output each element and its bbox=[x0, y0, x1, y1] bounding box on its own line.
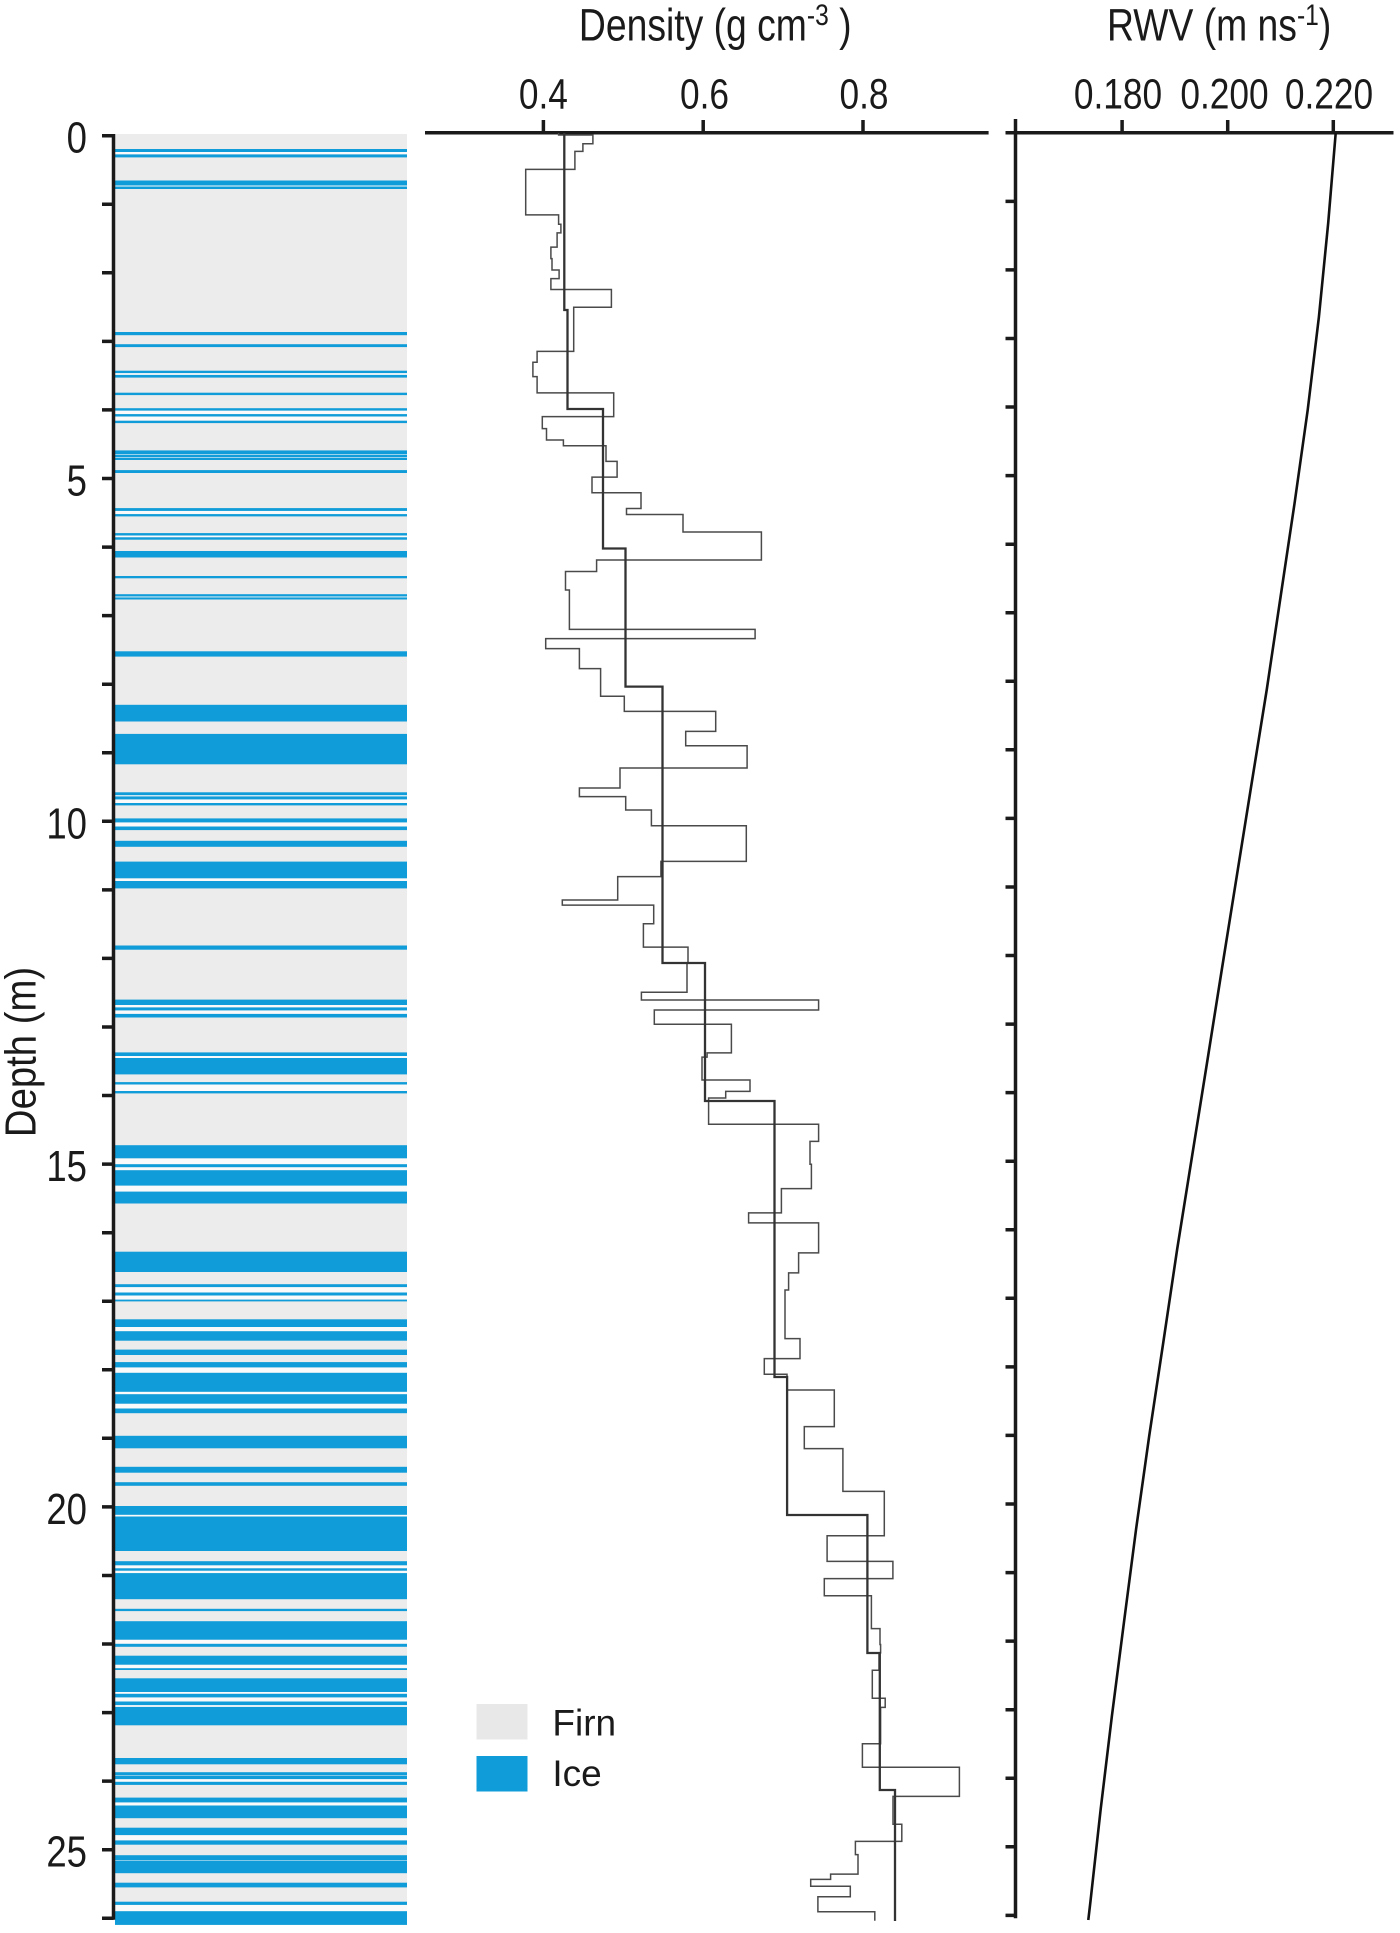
svg-text:5: 5 bbox=[67, 457, 87, 506]
svg-text:0.180: 0.180 bbox=[1074, 72, 1162, 119]
svg-text:0.220: 0.220 bbox=[1285, 72, 1373, 119]
svg-text:15: 15 bbox=[46, 1142, 87, 1191]
svg-text:0.8: 0.8 bbox=[839, 72, 888, 119]
svg-text:0: 0 bbox=[67, 114, 87, 163]
svg-text:0.6: 0.6 bbox=[680, 72, 729, 119]
svg-text:Firn: Firn bbox=[552, 1702, 616, 1743]
svg-text:0.4: 0.4 bbox=[519, 72, 568, 119]
svg-text:Ice: Ice bbox=[552, 1753, 601, 1794]
svg-text:10: 10 bbox=[46, 799, 87, 848]
svg-text:RWV (m ns-1): RWV (m ns-1) bbox=[1107, 0, 1331, 51]
svg-text:Density (g cm-3 ): Density (g cm-3 ) bbox=[579, 0, 852, 51]
svg-text:Depth (m): Depth (m) bbox=[0, 967, 45, 1137]
svg-text:20: 20 bbox=[46, 1485, 87, 1534]
svg-text:25: 25 bbox=[46, 1828, 87, 1877]
svg-text:0.200: 0.200 bbox=[1180, 72, 1268, 119]
